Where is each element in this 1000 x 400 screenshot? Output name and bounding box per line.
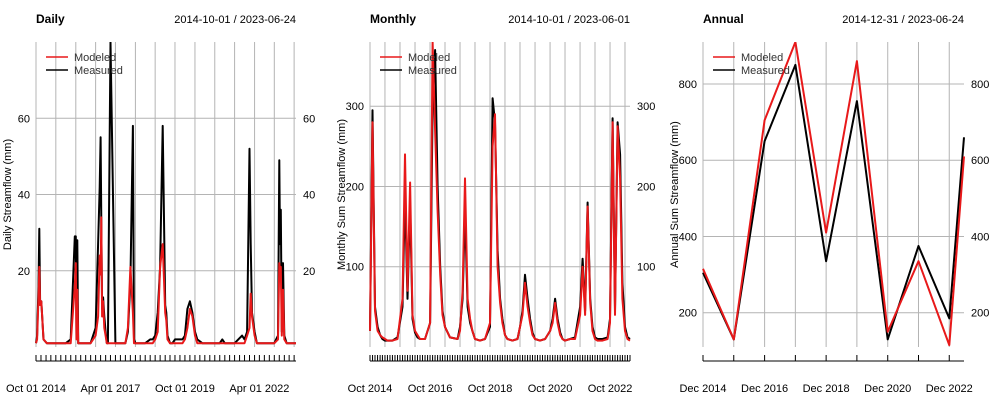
series-line-modeled — [369, 41, 631, 342]
legend-label: Measured — [74, 65, 123, 77]
y-tick-label: 200 — [679, 308, 697, 320]
x-tick-label: Oct 2022 — [588, 383, 633, 395]
y-right-tick-label: 100 — [637, 262, 655, 274]
y-tick-label: 800 — [679, 79, 697, 91]
y-right-tick-label: 200 — [971, 308, 989, 320]
y-tick-label: 200 — [346, 181, 364, 193]
x-tick-label: Dec 2014 — [679, 383, 726, 395]
x-tick-label: Oct 2016 — [408, 383, 453, 395]
y-axis-label: Annual Sum Streamflow (mm) — [669, 121, 681, 268]
chart-date-range: 2014-12-31 / 2023-06-24 — [842, 14, 964, 26]
legend-label: Modeled — [741, 52, 783, 64]
y-tick-label: 20 — [18, 266, 30, 278]
chart-title: Annual — [703, 12, 744, 26]
chart-title: Daily — [36, 12, 65, 26]
x-tick-label: Oct 2018 — [468, 383, 513, 395]
x-tick-label: Oct 2014 — [348, 383, 393, 395]
y-tick-label: 300 — [346, 101, 364, 113]
y-right-tick-label: 600 — [971, 155, 989, 167]
x-tick-label: Dec 2016 — [741, 383, 788, 395]
y-axis-label: Daily Streamflow (mm) — [2, 139, 14, 250]
y-tick-label: 400 — [679, 231, 697, 243]
series-line-measured — [702, 63, 965, 341]
legend-label: Measured — [408, 65, 457, 77]
series-line-measured — [35, 41, 296, 345]
y-right-tick-label: 800 — [971, 79, 989, 91]
chart-panel-monthly: 100 200 300 100 200 300 Monthly 2014-10-01 / 20… — [336, 0, 655, 395]
y-tick-label: 60 — [18, 113, 30, 125]
x-tick-label: Oct 01 2014 — [6, 383, 66, 395]
y-right-tick-label: 60 — [303, 113, 315, 125]
chart-title: Monthly — [370, 12, 416, 26]
y-tick-label: 600 — [679, 155, 697, 167]
x-tick-label: Oct 2020 — [528, 383, 573, 395]
x-tick-label: Dec 2020 — [864, 383, 911, 395]
chart-date-range: 2014-10-01 / 2023-06-01 — [508, 14, 630, 26]
chart-date-range: 2014-10-01 / 2023-06-24 — [174, 14, 296, 26]
plot-top-mask — [701, 0, 966, 42]
series-line-modeled — [35, 216, 296, 345]
plot-top-mask — [34, 0, 298, 42]
y-right-tick-label: 200 — [637, 181, 655, 193]
y-tick-label: 100 — [346, 262, 364, 274]
x-tick-label: Oct 01 2019 — [155, 383, 215, 395]
y-right-tick-label: 300 — [637, 101, 655, 113]
chart-panel-daily: 20 40 60 20 40 60 Daily 2014-10-01 / 2023-06-24… — [2, 0, 315, 395]
series-line-modeled — [702, 41, 965, 347]
legend-label: Measured — [741, 65, 790, 77]
y-right-tick-label: 20 — [303, 266, 315, 278]
legend-label: Modeled — [74, 52, 116, 64]
x-tick-label: Apr 01 2022 — [229, 383, 289, 395]
plot-top-mask — [368, 0, 632, 42]
y-right-tick-label: 400 — [971, 231, 989, 243]
legend-label: Modeled — [408, 52, 450, 64]
x-tick-label: Dec 2018 — [803, 383, 850, 395]
y-tick-label: 40 — [18, 190, 30, 202]
y-right-tick-label: 40 — [303, 190, 315, 202]
chart-panel-annual: 200 400 600 800 200 400 600 800 Annual 2014-12-31… — [669, 0, 989, 395]
x-tick-label: Apr 01 2017 — [80, 383, 140, 395]
x-tick-label: Dec 2022 — [926, 383, 973, 395]
y-axis-label: Monthly Sum Streamflow (mm) — [336, 119, 348, 270]
